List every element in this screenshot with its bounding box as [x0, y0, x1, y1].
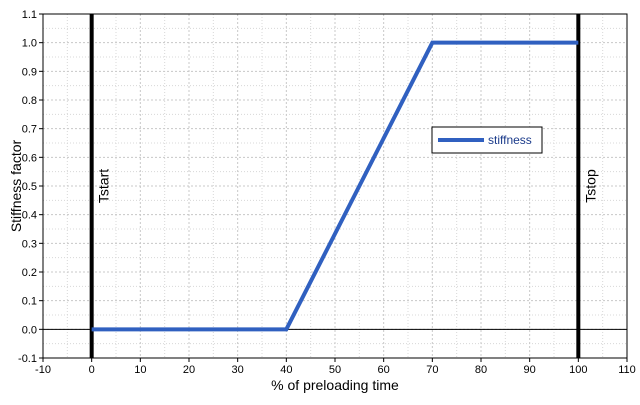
y-tick-label: 0.4: [22, 210, 37, 222]
x-tick-label: 50: [329, 364, 341, 376]
x-tick-label: 110: [618, 364, 636, 376]
marker-labels: Tstart Tstop: [96, 169, 599, 203]
y-tick-label: 0.5: [22, 181, 37, 193]
x-tick-label: 0: [89, 364, 95, 376]
y-tick-label: 0.8: [22, 95, 37, 107]
legend-label: stiffness: [488, 133, 532, 147]
y-tick-label: 0.0: [22, 324, 37, 336]
y-tick-label: -0.1: [18, 353, 37, 365]
y-axis-label: Stiffness factor: [8, 139, 24, 232]
series-layer: [91, 40, 579, 332]
y-tick-label: 1.0: [22, 38, 37, 50]
x-tick-label: 80: [475, 364, 487, 376]
x-tick-label: 90: [524, 364, 536, 376]
x-tick-label: 40: [280, 364, 292, 376]
y-tick-label: 0.3: [22, 238, 37, 250]
y-tick-label: 0.9: [22, 66, 37, 78]
marker-label-tstart: Tstart: [96, 169, 112, 203]
marker-label-tstop: Tstop: [582, 169, 598, 203]
legend: stiffness: [431, 126, 543, 154]
y-axis-ticks: -0.1 0.0 0.1 0.2 0.3 0.4 0.5 0.6 0.7 0.8 0.9 1.0 1.1: [18, 9, 43, 365]
y-tick-label: 0.2: [22, 267, 37, 279]
y-tick-label: 0.6: [22, 152, 37, 164]
x-tick-label: 10: [134, 364, 146, 376]
y-tick-label: 0.1: [22, 296, 37, 308]
x-tick-label: 30: [232, 364, 244, 376]
x-tick-label: -10: [35, 364, 51, 376]
x-tick-label: 20: [183, 364, 195, 376]
x-tick-label: 70: [426, 364, 438, 376]
x-axis-label: % of preloading time: [271, 377, 399, 393]
major-grid: [42, 13, 628, 359]
x-axis-ticks: -10 0 10 20 30 40 50 60 70 80 90 100 110: [35, 358, 636, 376]
y-tick-label: 0.7: [22, 124, 37, 136]
x-tick-label: 60: [378, 364, 390, 376]
x-tick-label: 100: [569, 364, 587, 376]
y-tick-label: 1.1: [22, 9, 37, 21]
series-line-stiffness: [91, 40, 579, 332]
